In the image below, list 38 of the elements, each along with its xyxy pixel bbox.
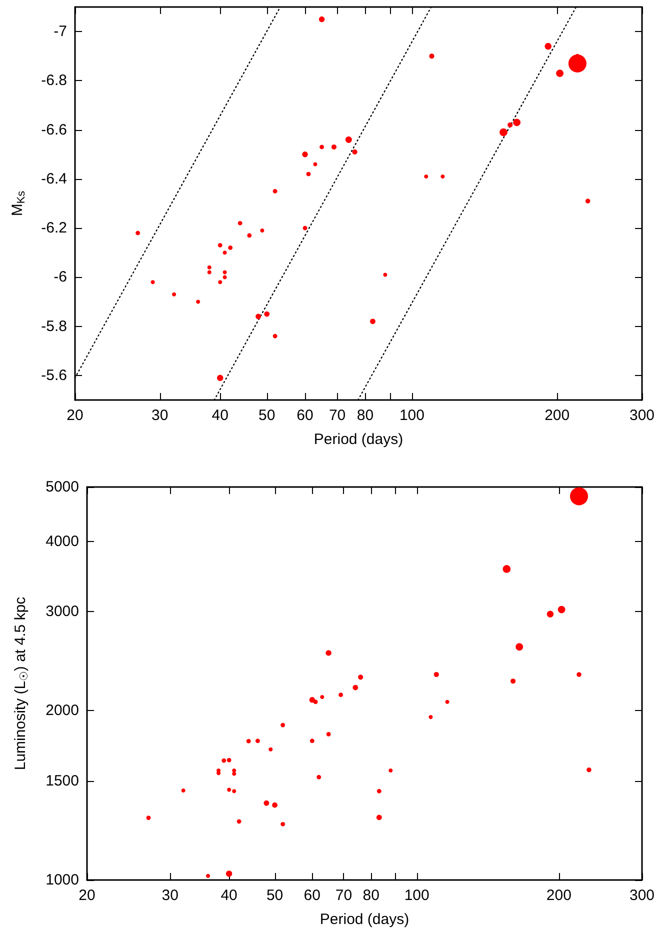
x-tick-label: 70 — [335, 887, 352, 904]
y-axis-title: MKs — [9, 190, 28, 216]
x-tick-label: 30 — [152, 407, 168, 424]
y-tick-label: -5.6 — [41, 366, 67, 384]
x-tick-label: 50 — [258, 407, 276, 424]
y-tick-label: 5000 — [46, 478, 79, 496]
y-axis-title: Luminosity (L☉) at 4.5 kpc — [12, 596, 30, 770]
x-tick-label: 80 — [356, 407, 374, 424]
y-tick-label: -6 — [54, 268, 67, 286]
x-axis-title: Period (days) — [320, 911, 410, 928]
y-tick-label: -6.4 — [41, 170, 67, 188]
y-tick-label: 3000 — [46, 603, 79, 620]
x-tick-label: 30 — [162, 887, 178, 904]
x-tick-label: 70 — [328, 407, 346, 424]
x-tick-label: 300 — [629, 887, 655, 904]
x-tick-label: 50 — [266, 887, 284, 904]
y-tick-label: -7 — [54, 23, 67, 40]
x-axis-title: Period (days) — [314, 431, 404, 448]
y-tick-label: -6.6 — [41, 121, 67, 138]
y-tick-label: -6.8 — [41, 72, 67, 90]
x-tick-label: 60 — [296, 407, 314, 424]
x-tick-label: 40 — [212, 407, 228, 424]
x-tick-label: 100 — [399, 407, 424, 424]
x-tick-label: 20 — [66, 407, 84, 424]
x-tick-label: 200 — [546, 887, 572, 904]
y-tick-label: 4000 — [46, 532, 79, 550]
x-tick-label: 60 — [304, 887, 320, 904]
y-tick-label: 1500 — [46, 772, 79, 790]
x-tick-label: 200 — [544, 407, 570, 424]
x-tick-label: 40 — [220, 887, 238, 904]
x-tick-label: 20 — [78, 887, 96, 904]
x-tick-label: 80 — [362, 887, 380, 904]
y-tick-label: 1000 — [46, 872, 79, 888]
y-tick-label: 2000 — [46, 702, 79, 720]
y-tick-label: -5.8 — [41, 318, 67, 335]
y-tick-label: -6.2 — [41, 220, 67, 237]
x-tick-label: 100 — [404, 887, 430, 904]
x-tick-label: 300 — [629, 407, 655, 424]
